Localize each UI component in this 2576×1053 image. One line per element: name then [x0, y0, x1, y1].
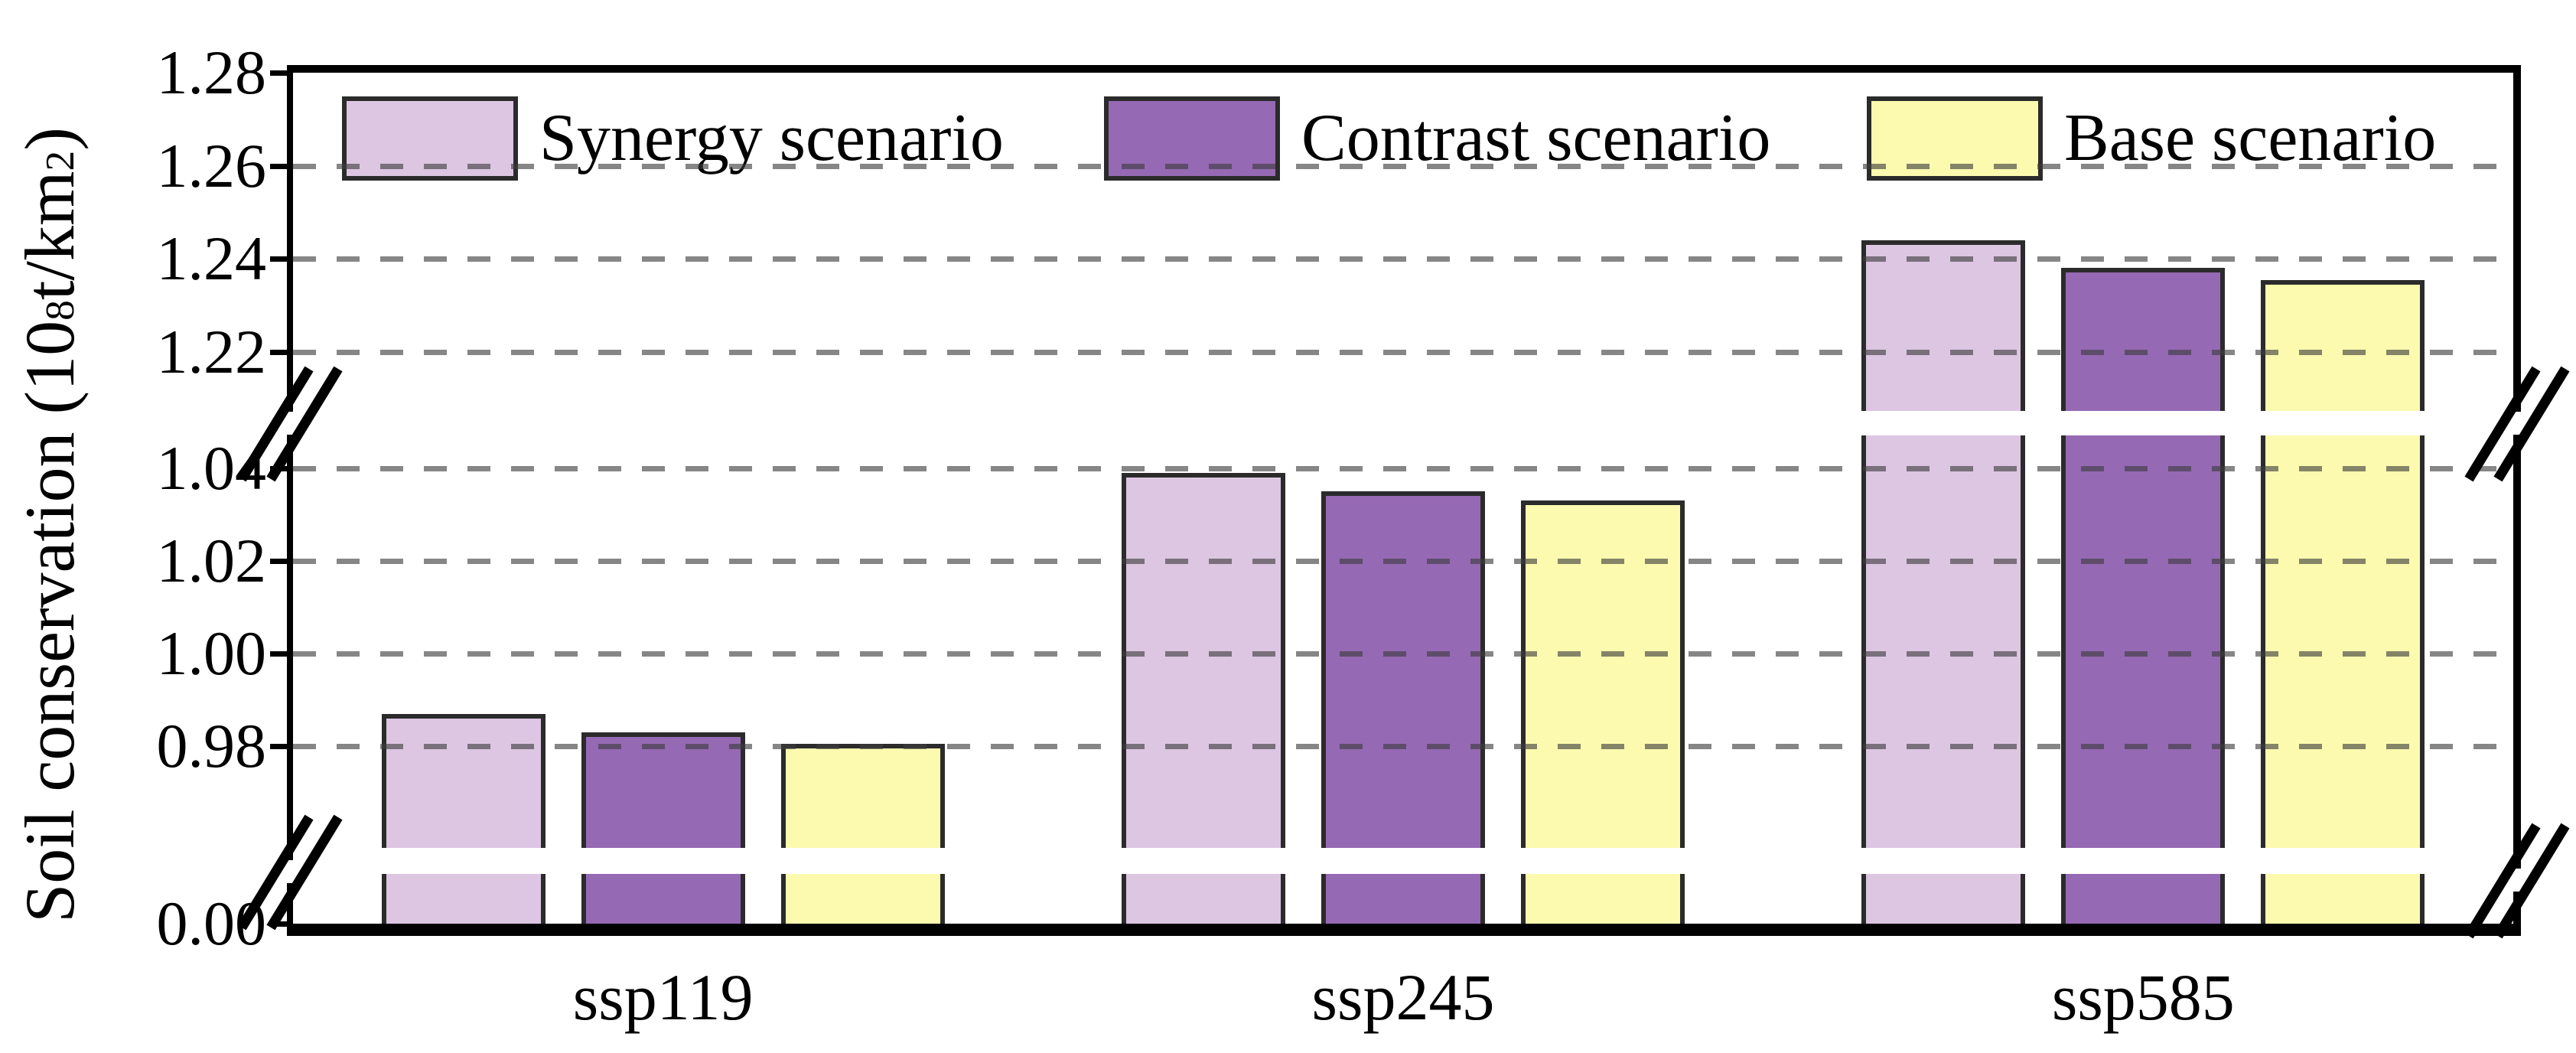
bar-ssp119-0 [381, 874, 545, 924]
y-tick-1.02 [270, 559, 293, 564]
bar-ssp585-0 [1861, 874, 2026, 924]
axis-break-icon [2460, 815, 2574, 945]
gridline-0.98 [293, 744, 2513, 749]
y-tick-label-1.26: 1.26 [156, 130, 267, 200]
gridline-1.24 [293, 256, 2513, 262]
gridline-1.02 [293, 559, 2513, 564]
y-tick-1.26 [270, 163, 293, 169]
bar-ssp585-2 [2261, 874, 2425, 924]
y-axis-title-text: Soil conservation (10 [11, 320, 89, 923]
plot-frame [287, 65, 2521, 936]
axis-break-band-0 [293, 411, 2513, 435]
y-tick-label-0.98: 0.98 [156, 711, 267, 781]
gridline-1.26 [293, 163, 2513, 169]
y-tick-label-1.04: 1.04 [156, 433, 267, 503]
bar-ssp119-1 [581, 874, 745, 924]
y-axis-title-superscript: 8 [37, 300, 83, 321]
bar-ssp585-2 [2261, 435, 2425, 848]
y-tick-1.00 [270, 651, 293, 657]
gridline-1.04 [293, 466, 2513, 471]
y-axis-title-text: t/km [11, 171, 89, 301]
y-axis-title-superscript: 2 [37, 150, 83, 171]
y-tick-1.04 [270, 466, 293, 471]
bar-ssp245-1 [1321, 874, 1485, 924]
y-tick-label-1.28: 1.28 [156, 37, 267, 107]
axis-break-icon [233, 358, 347, 488]
x-tick-label-ssp245: ssp245 [1311, 960, 1495, 1034]
bar-ssp585-2 [2261, 279, 2425, 411]
y-tick-1.24 [270, 256, 293, 262]
x-tick-label-ssp585: ssp585 [2051, 960, 2235, 1034]
x-tick-label-ssp119: ssp119 [572, 960, 754, 1034]
legend-label-0: Synergy scenario [539, 101, 1004, 175]
y-axis-title: Soil conservation (108t/km2) [10, 0, 90, 1053]
gridline-1.22 [293, 349, 2513, 355]
axis-break-icon [233, 807, 347, 937]
bar-ssp585-1 [2061, 435, 2226, 848]
bar-ssp119-1 [581, 732, 745, 848]
y-tick-label-1.02: 1.02 [156, 526, 267, 595]
y-axis-title-text: ) [11, 127, 89, 151]
y-tick-1.28 [270, 70, 293, 76]
bar-ssp585-0 [1861, 435, 2026, 848]
legend-label-2: Base scenario [2064, 101, 2437, 175]
bar-ssp585-0 [1861, 240, 2026, 411]
axis-break-icon [2460, 358, 2574, 488]
y-tick-0.00 [270, 921, 293, 927]
y-tick-label-1.22: 1.22 [156, 316, 267, 386]
bar-ssp245-0 [1122, 473, 1285, 848]
bar-ssp245-2 [1521, 874, 1685, 924]
bar-ssp245-2 [1521, 500, 1685, 848]
bar-ssp245-0 [1122, 874, 1285, 924]
bar-ssp585-1 [2061, 874, 2226, 924]
bar-ssp245-1 [1321, 491, 1485, 848]
bar-ssp119-2 [780, 743, 945, 848]
y-tick-label-1.24: 1.24 [156, 223, 267, 294]
gridline-1.00 [293, 651, 2513, 657]
y-tick-label-1.00: 1.00 [156, 618, 267, 688]
legend-label-1: Contrast scenario [1301, 101, 1771, 175]
y-tick-0.98 [270, 744, 293, 749]
y-tick-1.22 [270, 349, 293, 355]
bar-ssp585-1 [2061, 268, 2226, 411]
bar-ssp119-0 [381, 713, 545, 848]
bar-ssp119-2 [780, 874, 945, 924]
legend-entry-1: Contrast scenario [1104, 96, 1770, 181]
y-tick-label-0.00: 0.00 [156, 888, 267, 958]
axis-break-band-1 [293, 848, 2513, 874]
